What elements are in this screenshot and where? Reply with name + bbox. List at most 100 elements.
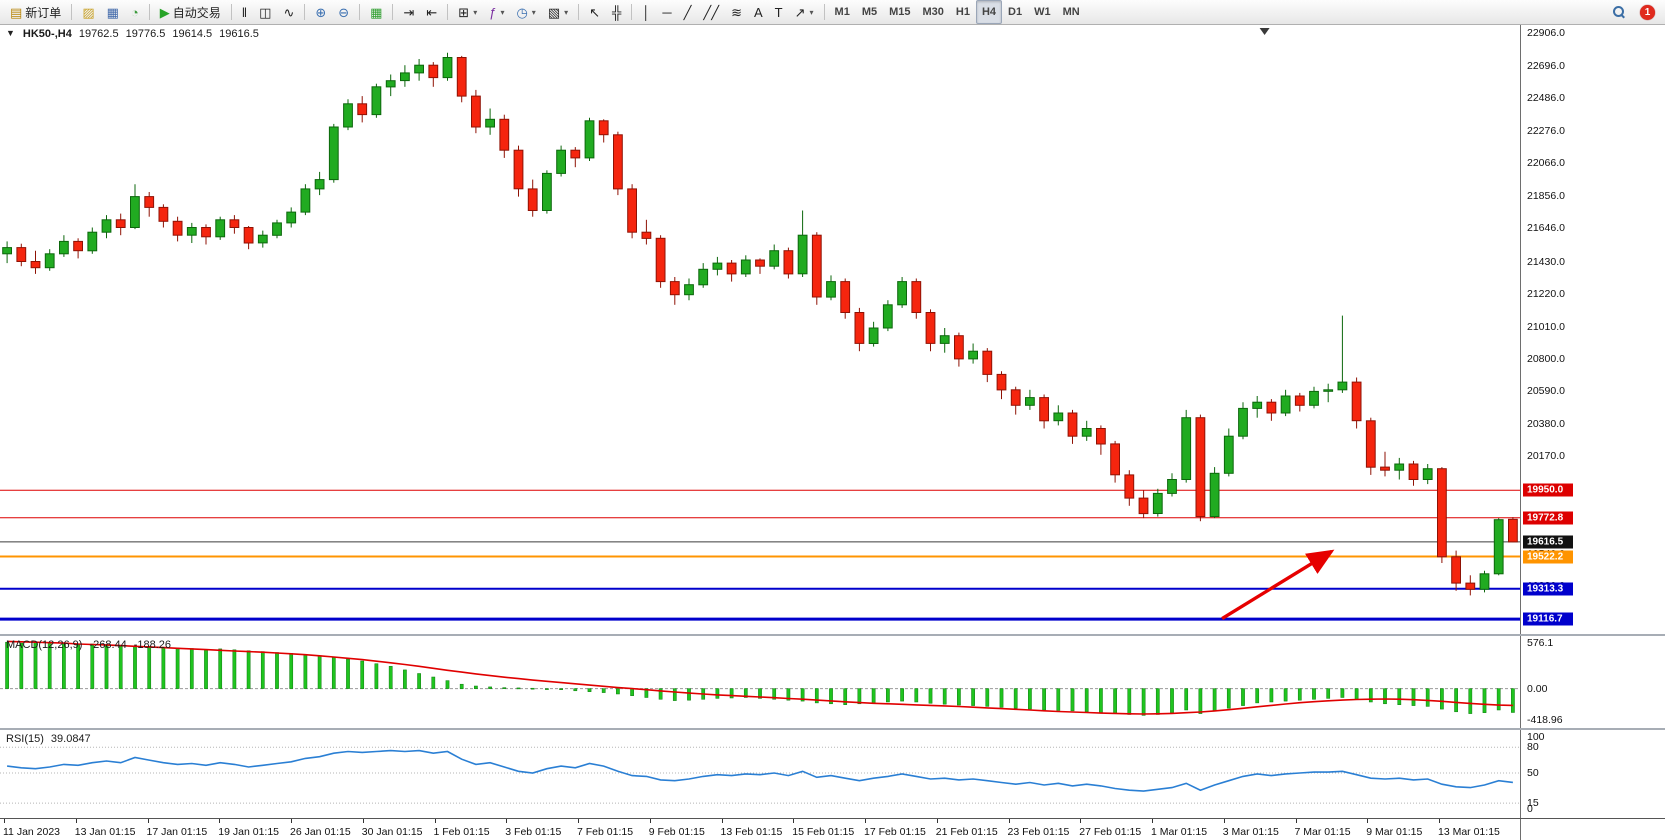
- time-tick: [1152, 819, 1153, 823]
- timeframe-h1-button[interactable]: H1: [950, 0, 976, 24]
- timeframe-mn-button[interactable]: MN: [1057, 0, 1086, 24]
- arrows-button[interactable]: ↗ ▾: [789, 0, 820, 24]
- toolbar-separator: [823, 4, 825, 20]
- price-level-badge[interactable]: 19116.7: [1523, 612, 1573, 626]
- price-tick: 21856.0: [1527, 189, 1565, 202]
- search-button[interactable]: [1606, 0, 1632, 24]
- search-icon: [1612, 5, 1626, 19]
- periods-button[interactable]: ◷ ▾: [510, 0, 541, 24]
- macd-panel: 576.1 0.00 -418.96 MACD(12,26,9) -268.44 -…: [0, 634, 1665, 728]
- price-level-badge[interactable]: 19522.2: [1523, 550, 1573, 563]
- time-tick: [1367, 819, 1369, 823]
- text-button[interactable]: A: [748, 0, 769, 24]
- timeframe-m15-button-label: M15: [889, 6, 911, 18]
- time-label: 19 Jan 01:15: [218, 826, 280, 838]
- vertical-line-icon: │: [642, 4, 651, 20]
- toolbar-separator: [447, 4, 449, 20]
- options-icon: ▦: [106, 4, 119, 20]
- macd-plot[interactable]: [0, 636, 1521, 728]
- label-button[interactable]: T: [769, 0, 789, 24]
- price-level-badge[interactable]: 19772.8: [1523, 511, 1573, 525]
- rsi-panel: 100 80 50 15 0 RSI(15) 39.0847: [0, 728, 1665, 818]
- time-axis[interactable]: 11 Jan 2023 13 Jan 01:15 17 Jan 01:15 19 Ja…: [0, 819, 1521, 840]
- trendline-button[interactable]: ╱: [678, 0, 698, 24]
- price-level-badge[interactable]: 19616.5: [1523, 535, 1573, 549]
- new-order-button[interactable]: ▤ 新订单: [4, 0, 67, 24]
- help-button[interactable]: ◔: [125, 0, 145, 24]
- options-button[interactable]: ▦: [101, 0, 125, 24]
- time-label: 7 Mar 01:15: [1294, 826, 1351, 838]
- timeframe-m5-button[interactable]: M5: [856, 0, 883, 24]
- time-label: 17 Feb 01:15: [864, 826, 926, 838]
- trendline-icon: ╱: [683, 4, 692, 20]
- time-tick: [721, 819, 723, 823]
- autotrading-button[interactable]: ▶ 自动交易: [154, 0, 227, 24]
- timeframe-h4-button-label: H4: [981, 6, 997, 18]
- time-tick: [4, 819, 5, 823]
- price-tick: 21010.0: [1527, 320, 1565, 333]
- indicators-button[interactable]: ƒ ▾: [483, 0, 510, 24]
- line-chart-button[interactable]: ∿: [277, 0, 300, 24]
- timeframe-m15-button[interactable]: M15: [883, 0, 916, 24]
- zoom-out-icon: ⊖: [338, 4, 350, 20]
- horizontal-line-button[interactable]: ─: [656, 0, 677, 24]
- metaeditor-icon: ▨: [82, 4, 95, 20]
- time-tick: [578, 819, 579, 823]
- templates-button[interactable]: ▧ ▾: [542, 0, 574, 24]
- time-label: 11 Jan 2023: [3, 826, 61, 838]
- time-tick: [1008, 819, 1010, 823]
- time-label: 1 Mar 01:15: [1151, 826, 1208, 838]
- tile-windows-button[interactable]: ▦: [364, 0, 388, 24]
- price-tick: 20380.0: [1527, 417, 1565, 430]
- fibonacci-button[interactable]: ≋: [725, 0, 748, 24]
- main-plot[interactable]: [0, 25, 1521, 634]
- vertical-line-button[interactable]: │: [636, 0, 656, 24]
- trend-arrow-annotation: [1221, 549, 1335, 621]
- metaeditor-button[interactable]: ▨: [76, 0, 100, 24]
- price-tick: 22066.0: [1527, 157, 1565, 170]
- time-tick: [75, 819, 77, 823]
- time-label: 26 Jan 01:15: [290, 826, 351, 838]
- timeframe-w1-button[interactable]: W1: [1028, 0, 1057, 24]
- rsi-axis[interactable]: 100 80 50 15 0: [1521, 730, 1665, 818]
- collapse-chart-icon[interactable]: ▼: [6, 28, 15, 38]
- rsi-plot[interactable]: [0, 730, 1521, 818]
- timeframe-m1-button[interactable]: M1: [829, 0, 856, 24]
- new-chart-button[interactable]: ⊞ ▾: [452, 0, 483, 24]
- timeframe-d1-button[interactable]: D1: [1002, 0, 1028, 24]
- dropdown-caret-icon: ▾: [809, 7, 814, 17]
- time-tick: [649, 819, 651, 823]
- help-icon: ◔: [130, 4, 139, 20]
- zoom-out-button[interactable]: ⊖: [332, 0, 355, 24]
- candlestick-icon: ◫: [259, 4, 272, 20]
- candlestick-chart-button[interactable]: ◫: [253, 0, 277, 24]
- channel-button[interactable]: ╱╱: [697, 0, 725, 24]
- dropdown-caret-icon: ▾: [500, 7, 505, 17]
- price-tick: 21220.0: [1527, 288, 1565, 300]
- zoom-in-button[interactable]: ⊕: [309, 0, 332, 24]
- timeframe-h4-button[interactable]: H4: [975, 0, 1003, 24]
- time-label: 23 Feb 01:15: [1007, 826, 1070, 838]
- price-level-badge[interactable]: 19313.3: [1523, 582, 1573, 596]
- timeframe-m30-button[interactable]: M30: [917, 0, 950, 24]
- notification-badge[interactable]: 1: [1640, 4, 1655, 20]
- auto-scroll-button[interactable]: ⇥: [397, 0, 420, 24]
- macd-axis[interactable]: 576.1 0.00 -418.96: [1521, 636, 1665, 728]
- dropdown-caret-icon: ▾: [473, 7, 478, 17]
- time-label: 3 Mar 01:15: [1222, 826, 1279, 838]
- cursor-button[interactable]: ↖: [583, 0, 606, 24]
- time-label: 7 Feb 01:15: [577, 826, 634, 838]
- dropdown-caret-icon: ▾: [531, 7, 536, 17]
- time-label: 3 Feb 01:15: [505, 826, 562, 838]
- crosshair-button[interactable]: ╬: [606, 0, 627, 24]
- price-level-badge[interactable]: 19950.0: [1523, 483, 1573, 497]
- timeframe-m5-button-label: M5: [861, 6, 878, 18]
- time-tick: [219, 819, 221, 823]
- time-label: 21 Feb 01:15: [935, 826, 998, 838]
- bar-chart-button[interactable]: ‖: [236, 0, 253, 24]
- time-tick: [362, 819, 364, 823]
- chart-shift-button[interactable]: ⇤: [420, 0, 443, 24]
- time-tick: [1223, 819, 1225, 823]
- arrow-tool-icon: ↗: [794, 4, 806, 20]
- price-axis[interactable]: 22906.0 22696.0 22486.0 22276.0 22066.0 21856…: [1521, 25, 1665, 634]
